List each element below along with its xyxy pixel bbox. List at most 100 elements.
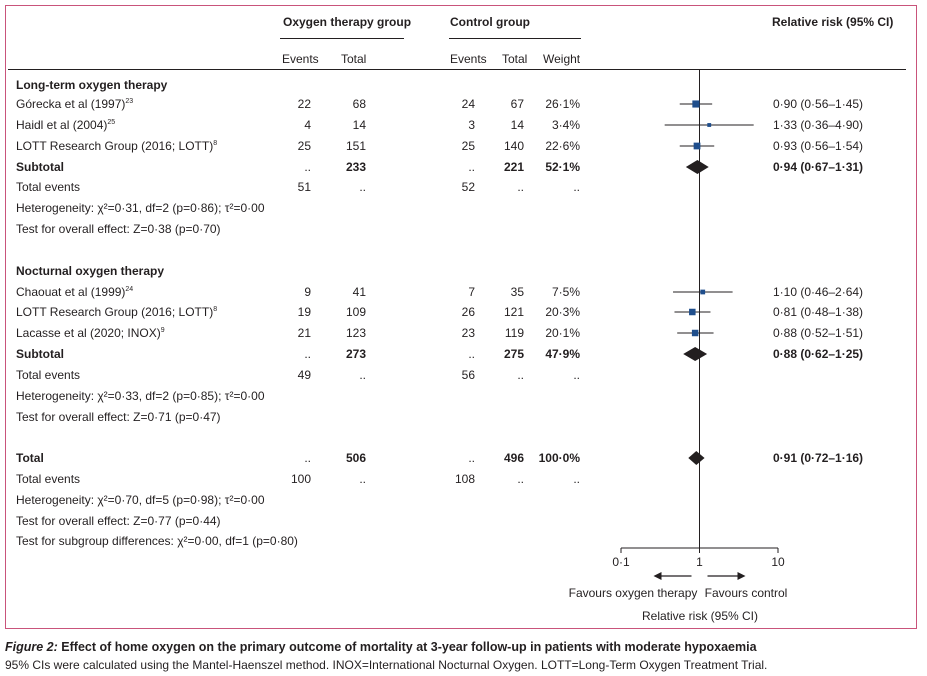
header-relative-risk: Relative risk (95% CI): [772, 15, 894, 29]
row-label: Subtotal: [16, 160, 64, 174]
row-label-text: Subtotal: [16, 160, 64, 174]
cell-e1: ..: [304, 451, 311, 465]
cell-e1: 21: [297, 326, 311, 340]
cell-e2: ..: [468, 347, 475, 361]
cell-w: 100·0%: [538, 451, 580, 465]
cell-t1: 68: [352, 97, 366, 111]
row-label: Heterogeneity: χ²=0·70, df=5 (p=0·98); τ…: [16, 493, 265, 507]
cell-t2: ..: [517, 180, 524, 194]
x-axis-label: Relative risk (95% CI): [641, 609, 759, 623]
cell-t2: 121: [503, 305, 524, 319]
cell-relative-risk: 0·81 (0·48–1·38): [773, 305, 864, 319]
header-events-oxygen: Events: [282, 52, 319, 66]
cell-relative-risk: 0·90 (0·56–1·45): [773, 97, 864, 111]
row-label: LOTT Research Group (2016; LOTT)8: [16, 305, 217, 319]
cell-e2: 52: [461, 180, 475, 194]
pooled-diamond: [688, 451, 705, 465]
cell-e1: ..: [304, 160, 311, 174]
cell-w: ..: [573, 180, 580, 194]
row-label-text: Heterogeneity: χ²=0·33, df=2 (p=0·85); τ…: [16, 389, 265, 403]
cell-t2: 14: [510, 118, 524, 132]
header-total-control: Total: [502, 52, 528, 66]
cell-w: 7·5%: [551, 285, 580, 299]
pooled-diamond: [685, 160, 709, 174]
header-oxygen-group: Oxygen therapy group: [283, 15, 412, 29]
row-label-text: Test for overall effect: Z=0·71 (p=0·47): [16, 410, 221, 424]
row-label-text: Subtotal: [16, 347, 64, 361]
cell-relative-risk: 0·88 (0·62–1·25): [773, 347, 864, 361]
favours-oxygen-label: Favours oxygen therapy: [568, 586, 698, 600]
cell-t2: 221: [503, 160, 524, 174]
figure-title: Effect of home oxygen on the primary out…: [61, 640, 757, 654]
arrow-right-head: [737, 572, 746, 580]
header-total-oxygen: Total: [341, 52, 367, 66]
row-label-text: Test for overall effect: Z=0·77 (p=0·44): [16, 514, 221, 528]
x-tick-label: 1: [696, 555, 703, 569]
cell-relative-risk: 0·93 (0·56–1·54): [773, 139, 864, 153]
row-reference: 23: [125, 98, 134, 105]
cell-w: 26·1%: [545, 97, 580, 111]
cell-relative-risk: 0·91 (0·72–1·16): [773, 451, 864, 465]
effect-square: [689, 308, 696, 316]
cell-t1: 273: [345, 347, 366, 361]
cell-t2: ..: [517, 472, 524, 486]
cell-e1: 25: [297, 139, 311, 153]
row-label: Total events: [16, 472, 80, 486]
cell-e1: 4: [304, 118, 311, 132]
header-events-control: Events: [450, 52, 487, 66]
effect-square: [700, 289, 706, 295]
row-reference: 8: [213, 306, 218, 313]
cell-relative-risk: 1·33 (0·36–4·90): [773, 118, 864, 132]
cell-e2: 26: [461, 305, 475, 319]
row-label: Test for overall effect: Z=0·71 (p=0·47): [16, 410, 221, 424]
cell-w: 47·9%: [545, 347, 580, 361]
cell-relative-risk: 0·88 (0·52–1·51): [773, 326, 864, 340]
cell-t2: ..: [517, 368, 524, 382]
row-label: Lacasse et al (2020; INOX)9: [16, 326, 165, 340]
cell-t1: 14: [352, 118, 366, 132]
cell-w: 20·1%: [545, 326, 580, 340]
row-reference: 24: [125, 286, 134, 293]
row-label-text: Chaouat et al (1999): [16, 285, 126, 299]
row-label-text: Lacasse et al (2020; INOX): [16, 326, 161, 340]
row-label: Long-term oxygen therapy: [16, 78, 167, 92]
row-label: Test for overall effect: Z=0·38 (p=0·70): [16, 222, 221, 236]
cell-t1: ..: [359, 368, 366, 382]
cell-t1: ..: [359, 180, 366, 194]
header-control-group: Control group: [450, 15, 530, 29]
cell-t2: 119: [504, 326, 524, 340]
row-label: Test for overall effect: Z=0·77 (p=0·44): [16, 514, 221, 528]
row-label-text: Test for overall effect: Z=0·38 (p=0·70): [16, 222, 221, 236]
pooled-diamond: [683, 347, 708, 361]
cell-e2: 7: [468, 285, 475, 299]
effect-square: [693, 142, 701, 150]
header-underline-oxygen: [280, 38, 404, 39]
row-label: LOTT Research Group (2016; LOTT)8: [16, 139, 217, 153]
cell-w: 22·6%: [545, 139, 580, 153]
row-label-text: Heterogeneity: χ²=0·70, df=5 (p=0·98); τ…: [16, 493, 265, 507]
row-label-text: Górecka et al (1997): [16, 97, 126, 111]
cell-e1: 9: [304, 285, 311, 299]
cell-t2: 275: [503, 347, 524, 361]
row-label: Total events: [16, 368, 80, 382]
cell-w: ..: [573, 368, 580, 382]
row-label-text: LOTT Research Group (2016; LOTT): [16, 139, 214, 153]
row-reference: 25: [107, 119, 116, 126]
row-label: Heterogeneity: χ²=0·33, df=2 (p=0·85); τ…: [16, 389, 265, 403]
header-underline-control: [449, 38, 581, 39]
favours-control-label: Favours control: [704, 586, 788, 600]
cell-e2: ..: [468, 160, 475, 174]
header-rule: [8, 69, 906, 70]
cell-e1: 49: [297, 368, 311, 382]
row-reference: 9: [160, 327, 165, 334]
row-label-text: Total events: [16, 472, 81, 486]
cell-t1: 41: [352, 285, 366, 299]
figure-frame: [5, 5, 917, 629]
row-label-text: Total events: [16, 368, 81, 382]
x-tick-label: 10: [771, 555, 785, 569]
cell-t1: 506: [345, 451, 366, 465]
cell-t2: 140: [503, 139, 524, 153]
cell-e2: 23: [461, 326, 475, 340]
cell-t1: 233: [345, 160, 366, 174]
row-label: Haidl et al (2004)25: [16, 118, 115, 132]
